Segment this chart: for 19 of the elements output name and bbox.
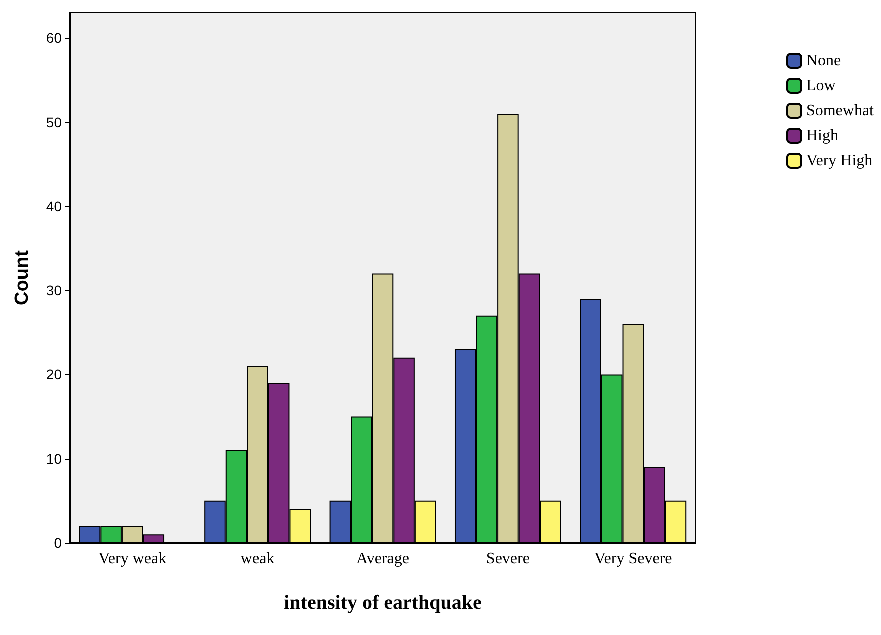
y-axis-title: Count — [12, 250, 33, 306]
y-tick-label: 50 — [46, 114, 62, 130]
x-tick-label: Very weak — [98, 550, 167, 568]
x-tick-label: Severe — [486, 550, 530, 568]
legend-label: None — [806, 52, 842, 70]
x-tick-label: Very Severe — [594, 550, 672, 568]
legend-label: High — [806, 128, 838, 144]
legend-label: Very High — [806, 152, 873, 170]
x-tick-label: Average — [356, 550, 410, 568]
y-tick-label: 0 — [54, 535, 62, 551]
y-tick-label: 60 — [46, 30, 62, 46]
y-tick-label: 40 — [46, 198, 62, 214]
y-tick-label: 10 — [46, 450, 62, 467]
legend-label: Low — [806, 78, 836, 94]
y-tick-label: 30 — [46, 282, 62, 299]
x-tick-label: weak — [240, 550, 275, 568]
y-tick-label: 20 — [46, 366, 62, 383]
x-axis-title: intensity of earthquake — [284, 592, 482, 614]
legend-label: Somewhat — [806, 102, 875, 120]
